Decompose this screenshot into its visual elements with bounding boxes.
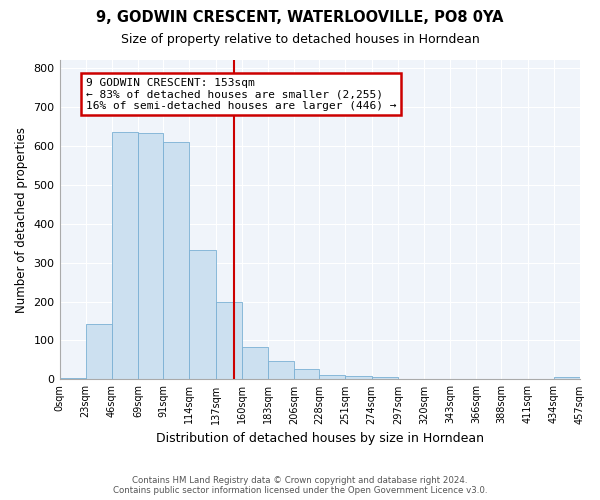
Text: 9 GODWIN CRESCENT: 153sqm
← 83% of detached houses are smaller (2,255)
16% of se: 9 GODWIN CRESCENT: 153sqm ← 83% of detac…	[86, 78, 396, 110]
Bar	[319, 375, 346, 380]
Bar	[242, 346, 268, 380]
Bar	[371, 378, 398, 380]
Bar	[190, 250, 215, 380]
Bar	[346, 376, 371, 380]
Bar	[554, 378, 580, 380]
Text: Size of property relative to detached houses in Horndean: Size of property relative to detached ho…	[121, 32, 479, 46]
Bar	[112, 132, 138, 380]
Bar	[268, 361, 294, 380]
Y-axis label: Number of detached properties: Number of detached properties	[15, 126, 28, 312]
Bar	[59, 378, 86, 380]
Bar	[215, 302, 242, 380]
Bar	[138, 133, 163, 380]
Bar	[294, 370, 319, 380]
Text: Contains HM Land Registry data © Crown copyright and database right 2024.
Contai: Contains HM Land Registry data © Crown c…	[113, 476, 487, 495]
Bar	[86, 324, 112, 380]
Text: 9, GODWIN CRESCENT, WATERLOOVILLE, PO8 0YA: 9, GODWIN CRESCENT, WATERLOOVILLE, PO8 0…	[96, 10, 504, 25]
X-axis label: Distribution of detached houses by size in Horndean: Distribution of detached houses by size …	[156, 432, 484, 445]
Bar	[163, 142, 190, 380]
